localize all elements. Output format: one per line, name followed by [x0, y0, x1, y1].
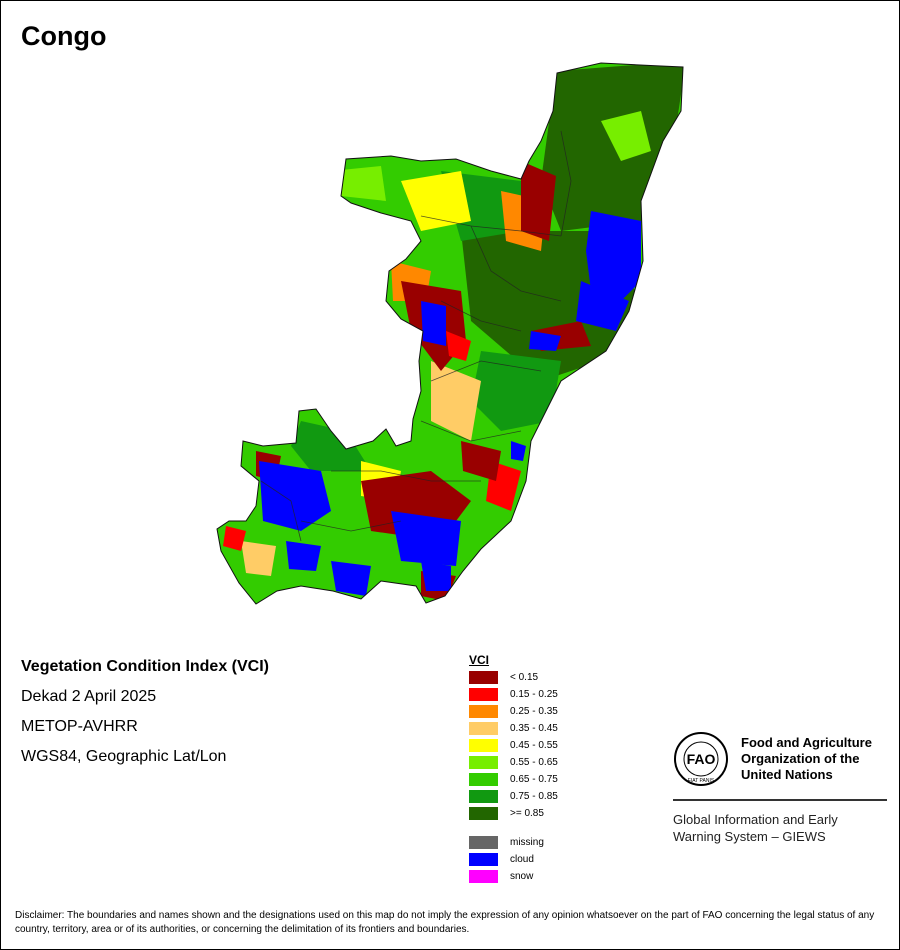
legend-class-swatch	[469, 807, 498, 820]
projection-label: WGS84, Geographic Lat/Lon	[21, 748, 227, 765]
fao-branding: FAO FIAT PANIS Food and Agriculture Orga…	[673, 731, 889, 845]
fao-logo-motto: FIAT PANIS	[688, 778, 715, 784]
index-name: Vegetation Condition Index (VCI)	[21, 658, 269, 675]
fao-org-line3: United Nations	[741, 767, 833, 782]
legend-class-row: 0.35 - 0.45	[469, 720, 558, 737]
period-label: Dekad 2 April 2025	[21, 688, 157, 705]
giews-line1: Global Information and Early	[673, 812, 838, 827]
vci-raster	[217, 63, 683, 604]
legend-class-swatch	[469, 790, 498, 803]
legend-class-label: 0.35 - 0.45	[510, 723, 558, 734]
sensor-label: METOP-AVHRR	[21, 718, 138, 735]
fao-logo-text: FAO	[687, 751, 716, 767]
map-title: Congo	[21, 21, 107, 51]
fao-logo-icon: FAO FIAT PANIS	[674, 732, 728, 786]
legend-class-row: 0.75 - 0.85	[469, 788, 558, 805]
fao-org-line2: Organization of the	[741, 751, 860, 766]
legend-class-label: 0.45 - 0.55	[510, 740, 558, 751]
map-info: Vegetation Condition Index (VCI) Dekad 2…	[21, 657, 269, 777]
legend-class-row: 0.15 - 0.25	[469, 686, 558, 703]
legend-special-swatch	[469, 853, 498, 866]
legend-special-label: snow	[510, 871, 534, 882]
disclaimer-text: Disclaimer: The boundaries and names sho…	[15, 910, 875, 935]
legend-special-row: snow	[469, 868, 558, 885]
legend-class-label: 0.65 - 0.75	[510, 774, 558, 785]
fao-org-line1: Food and Agriculture	[741, 735, 872, 750]
legend-class-swatch	[469, 688, 498, 701]
legend-class-swatch	[469, 773, 498, 786]
fao-divider	[673, 799, 887, 801]
legend-class-row: 0.25 - 0.35	[469, 703, 558, 720]
vci-map	[216, 62, 684, 605]
legend-class-row: 0.65 - 0.75	[469, 771, 558, 788]
legend-special-swatch	[469, 836, 498, 849]
legend-special-row: missing	[469, 834, 558, 851]
legend-class-label: 0.15 - 0.25	[510, 689, 558, 700]
legend-class-label: 0.75 - 0.85	[510, 791, 558, 802]
legend-class-label: >= 0.85	[510, 808, 544, 819]
legend-class-swatch	[469, 756, 498, 769]
fao-org-name: Food and Agriculture Organization of the…	[741, 735, 872, 783]
giews-label: Global Information and Early Warning Sys…	[673, 811, 889, 845]
legend-class-swatch	[469, 671, 498, 684]
legend-class-row: 0.45 - 0.55	[469, 737, 558, 754]
legend-class-label: 0.55 - 0.65	[510, 757, 558, 768]
legend-special-row: cloud	[469, 851, 558, 868]
vci-legend: VCI < 0.15 0.15 - 0.25 0.25 - 0.35 0.35 - 0…	[469, 653, 558, 885]
legend-special-label: missing	[510, 837, 544, 848]
legend-class-row: < 0.15	[469, 669, 558, 686]
legend-class-row: >= 0.85	[469, 805, 558, 822]
legend-class-label: < 0.15	[510, 672, 539, 683]
legend-class-label: 0.25 - 0.35	[510, 706, 558, 717]
legend-class-swatch	[469, 739, 498, 752]
legend-special-swatch	[469, 870, 498, 883]
legend-class-row: 0.55 - 0.65	[469, 754, 558, 771]
legend-special-label: cloud	[510, 854, 534, 865]
giews-line2: Warning System – GIEWS	[673, 829, 826, 844]
admin-boundaries	[260, 130, 572, 542]
legend-class-swatch	[469, 705, 498, 718]
legend-class-swatch	[469, 722, 498, 735]
legend-heading: VCI	[469, 653, 490, 667]
